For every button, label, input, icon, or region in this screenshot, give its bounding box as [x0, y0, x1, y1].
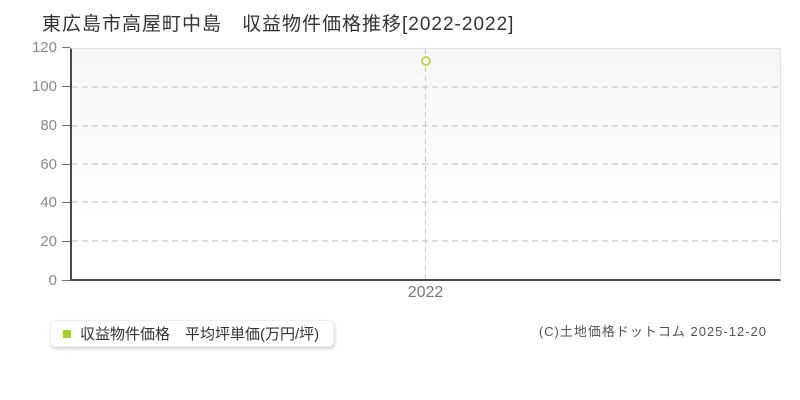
legend-label: 収益物件価格 平均坪単価(万円/坪)	[80, 326, 320, 343]
y-tick-mark	[62, 241, 70, 243]
y-tick-mark	[62, 202, 70, 204]
x-tick-label: 2022	[407, 284, 444, 301]
y-tick-label: 40	[40, 194, 57, 212]
plot-area	[70, 48, 781, 281]
gridline	[72, 86, 780, 89]
data-point-marker[interactable]	[421, 55, 431, 66]
y-tick-mark	[62, 85, 70, 87]
chart-title: 東広島市高屋町中島 収益物件価格推移[2022-2022]	[42, 14, 515, 35]
y-axis: 0 20 40 60 80 100 120	[0, 39, 70, 289]
legend-marker-swatch	[63, 329, 71, 338]
y-tick-mark	[62, 163, 70, 165]
copyright-text: (C)土地価格ドットコム 2025-12-20	[538, 324, 767, 339]
y-tick-label: 100	[31, 77, 57, 95]
legend: 収益物件価格 平均坪単価(万円/坪)	[50, 320, 335, 347]
y-tick-label: 20	[40, 233, 57, 251]
gridline	[72, 201, 780, 204]
gridline	[72, 163, 780, 165]
x-axis: 2022	[70, 284, 781, 304]
y-tick-mark	[62, 47, 70, 48]
gridline	[72, 124, 780, 127]
y-tick-label: 80	[40, 116, 57, 134]
y-tick-mark	[62, 280, 70, 281]
y-tick-label: 60	[40, 155, 57, 173]
y-tick-mark	[62, 124, 70, 126]
gridline	[72, 239, 780, 242]
y-tick-label: 0	[48, 272, 57, 289]
category-guide-line	[425, 49, 426, 279]
y-tick-label: 120	[31, 39, 57, 56]
